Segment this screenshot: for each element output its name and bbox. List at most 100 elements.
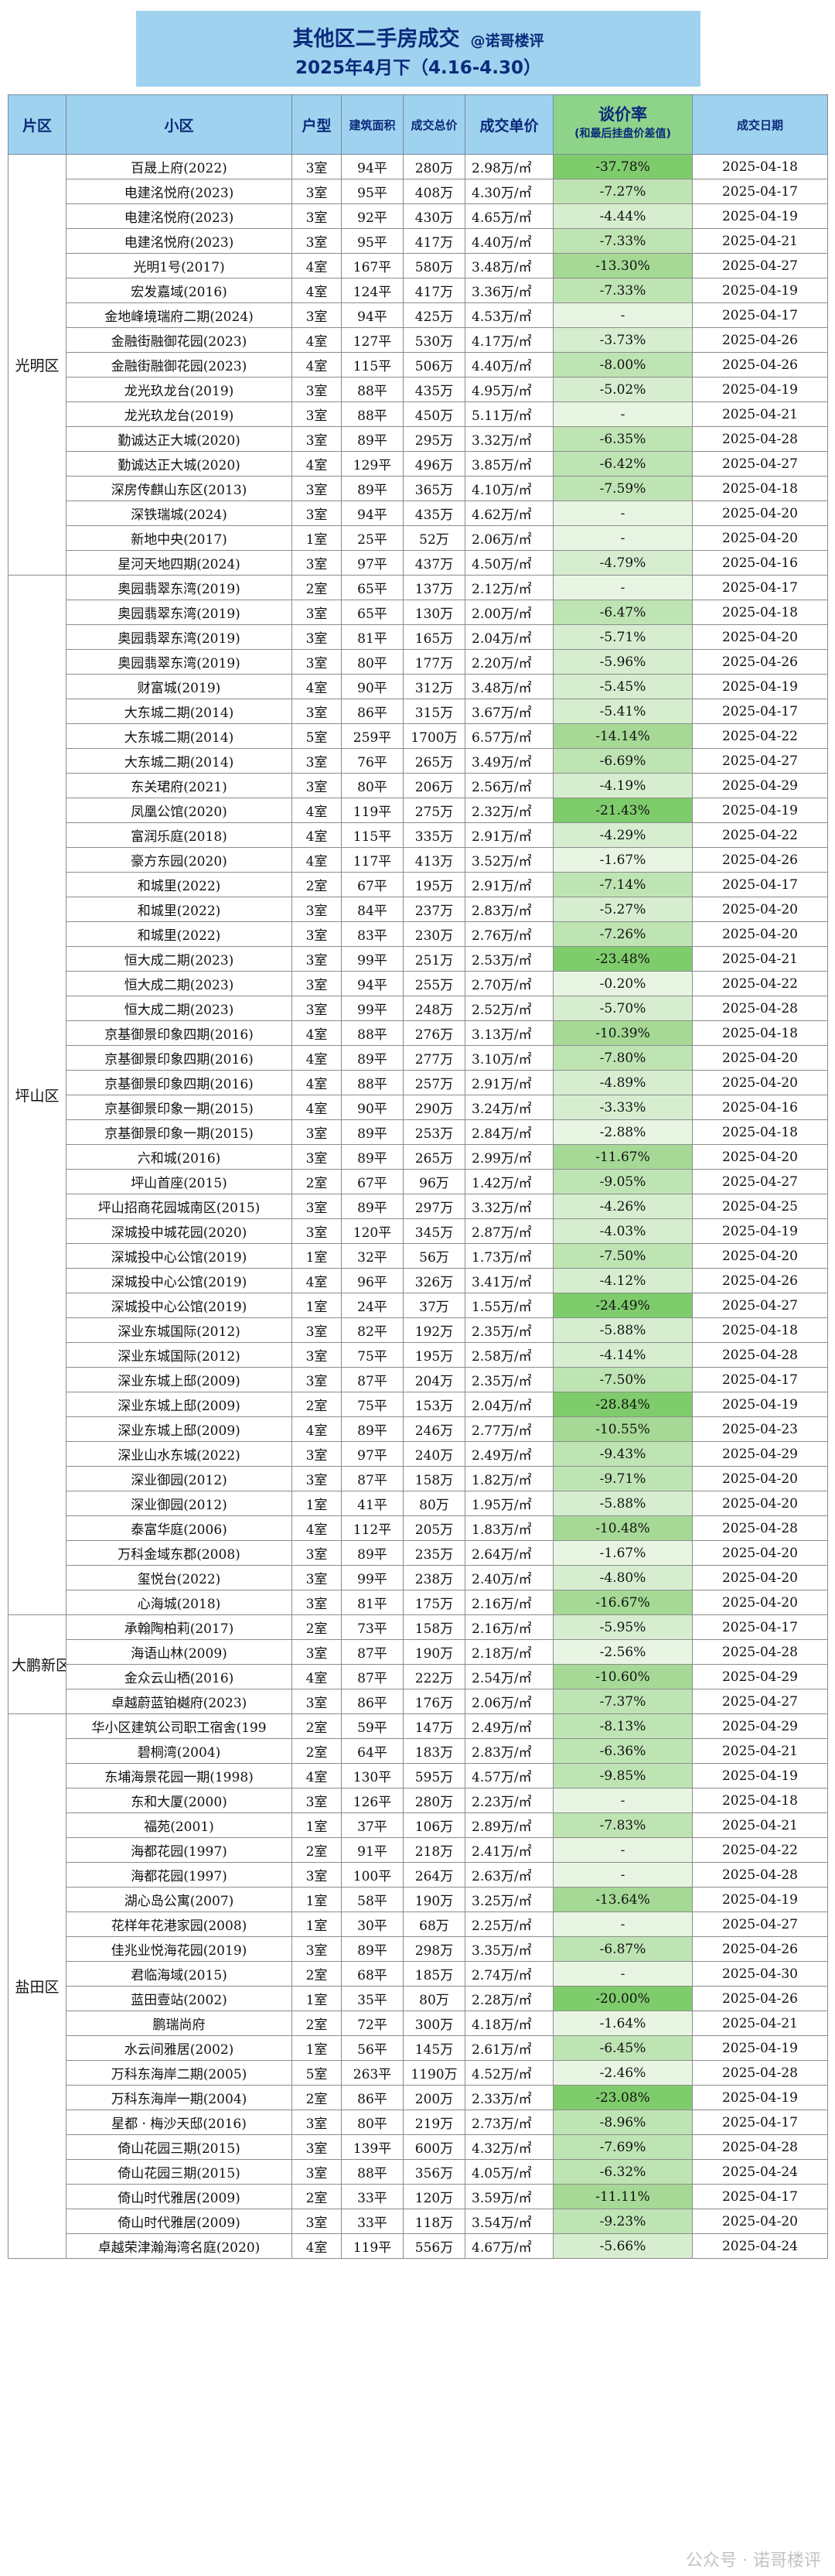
- layout-cell: 3室: [291, 921, 342, 947]
- deal-date-cell: 2025-04-21: [692, 1812, 828, 1838]
- layout-cell: 4室: [291, 1416, 342, 1442]
- unit-price-cell: 2.76万/㎡: [465, 921, 554, 947]
- page-title: 其他区二手房成交 @诺哥楼评: [136, 22, 700, 52]
- area-cell: 89平: [341, 1194, 404, 1219]
- total-price-cell: 130万: [403, 600, 465, 625]
- discount-rate-cell: -10.39%: [553, 1020, 693, 1046]
- layout-cell: 3室: [291, 1119, 342, 1145]
- unit-price-cell: 4.52万/㎡: [465, 2060, 554, 2086]
- discount-rate-cell: -4.03%: [553, 1218, 693, 1244]
- discount-rate-cell: -4.80%: [553, 1565, 693, 1590]
- area-cell: 33平: [341, 2209, 404, 2234]
- total-price-cell: 298万: [403, 1936, 465, 1962]
- total-price-cell: 190万: [403, 1887, 465, 1912]
- unit-price-cell: 2.40万/㎡: [465, 1565, 554, 1590]
- total-price-cell: 265万: [403, 1144, 465, 1170]
- unit-price-cell: 2.23万/㎡: [465, 1788, 554, 1813]
- discount-rate-cell: -7.33%: [553, 228, 693, 254]
- total-price-cell: 106万: [403, 1812, 465, 1838]
- unit-price-cell: 2.91万/㎡: [465, 822, 554, 848]
- unit-price-cell: 4.32万/㎡: [465, 2134, 554, 2160]
- community-cell: 君临海域(2015): [66, 1961, 292, 1987]
- community-cell: 佳兆业悦海花园(2019): [66, 1936, 292, 1962]
- discount-rate-cell: -1.67%: [553, 847, 693, 873]
- discount-rate-cell: -4.79%: [553, 550, 693, 576]
- unit-price-cell: 2.70万/㎡: [465, 971, 554, 996]
- table-row: 万科东海岸二期(2005) 5室 263平 1190万 4.52万/㎡ -2.46% 202…: [9, 2060, 828, 2086]
- deal-date-cell: 2025-04-17: [692, 699, 828, 724]
- total-price-cell: 280万: [403, 154, 465, 179]
- area-cell: 59平: [341, 1713, 404, 1739]
- unit-price-cell: 2.06万/㎡: [465, 1689, 554, 1714]
- community-cell: 勤诚达正大城(2020): [66, 451, 292, 477]
- area-cell: 86平: [341, 699, 404, 724]
- deal-date-cell: 2025-04-18: [692, 600, 828, 625]
- deal-date-cell: 2025-04-17: [692, 2184, 828, 2209]
- area-cell: 119平: [341, 2233, 404, 2259]
- header-layout: 户型: [291, 94, 342, 155]
- discount-rate-cell: -6.47%: [553, 600, 693, 625]
- area-cell: 95平: [341, 228, 404, 254]
- community-cell: 星河天地四期(2024): [66, 550, 292, 576]
- area-cell: 83平: [341, 921, 404, 947]
- deal-date-cell: 2025-04-29: [692, 1664, 828, 1689]
- table-row: 京基御景印象四期(2016) 4室 88平 257万 2.91万/㎡ -4.89% 2025…: [9, 1070, 828, 1095]
- deal-date-cell: 2025-04-18: [692, 154, 828, 179]
- area-cell: 88平: [341, 2159, 404, 2185]
- title-text: 其他区二手房成交: [292, 27, 460, 51]
- area-cell: 90平: [341, 674, 404, 699]
- layout-cell: 4室: [291, 1020, 342, 1046]
- discount-rate-cell: -21.43%: [553, 798, 693, 823]
- area-cell: 81平: [341, 624, 404, 650]
- total-price-cell: 80万: [403, 1491, 465, 1516]
- table-row: 深铁瑞城(2024) 3室 94平 435万 4.62万/㎡ -2025-04-20: [9, 501, 828, 526]
- unit-price-cell: 2.61万/㎡: [465, 2035, 554, 2061]
- table-row: 和城里(2022) 2室 67平 195万 2.91万/㎡ -7.14% 2025-04-1…: [9, 872, 828, 897]
- layout-cell: 4室: [291, 1045, 342, 1071]
- area-cell: 97平: [341, 550, 404, 576]
- area-cell: 88平: [341, 1070, 404, 1095]
- table-row: 深业东城上邸(2009) 2室 75平 153万 2.04万/㎡ -28.84% 2025-…: [9, 1392, 828, 1417]
- table-row: 京基御景印象一期(2015) 4室 90平 290万 3.24万/㎡ -3.33% 2025…: [9, 1095, 828, 1120]
- community-cell: 深业东城国际(2012): [66, 1317, 292, 1343]
- layout-cell: 3室: [291, 1342, 342, 1368]
- unit-price-cell: 4.95万/㎡: [465, 377, 554, 402]
- community-cell: 万科东海岸一期(2004): [66, 2085, 292, 2110]
- total-price-cell: 80万: [403, 1986, 465, 2011]
- unit-price-cell: 3.48万/㎡: [465, 674, 554, 699]
- total-price-cell: 295万: [403, 426, 465, 452]
- layout-cell: 3室: [291, 1540, 342, 1566]
- district-cell: 坪山区: [8, 575, 66, 1615]
- discount-rate-cell: -28.84%: [553, 1392, 693, 1417]
- watermark: 公众号 · 诺哥楼评: [686, 2551, 821, 2571]
- layout-cell: 2室: [291, 575, 342, 600]
- community-cell: 卓越荣津瀚海湾名庭(2020): [66, 2233, 292, 2259]
- table-row: 豪方东园(2020) 4室 117平 413万 3.52万/㎡ -1.67% 2025-04…: [9, 847, 828, 873]
- layout-cell: 5室: [291, 2060, 342, 2086]
- discount-rate-cell: -: [553, 1788, 693, 1813]
- area-cell: 97平: [341, 1441, 404, 1467]
- community-cell: 华小区建筑公司职工宿舍(199: [66, 1713, 292, 1739]
- discount-rate-cell: -7.27%: [553, 179, 693, 204]
- deal-date-cell: 2025-04-26: [692, 327, 828, 353]
- deal-date-cell: 2025-04-22: [692, 971, 828, 996]
- discount-rate-cell: -6.42%: [553, 451, 693, 477]
- total-price-cell: 68万: [403, 1912, 465, 1937]
- header-district: 片区: [8, 94, 66, 155]
- layout-cell: 3室: [291, 302, 342, 328]
- table-row: 君临海域(2015) 2室 68平 185万 2.74万/㎡ -2025-04-30: [9, 1961, 828, 1987]
- unit-price-cell: 2.54万/㎡: [465, 1664, 554, 1689]
- layout-cell: 3室: [291, 476, 342, 501]
- layout-cell: 3室: [291, 154, 342, 179]
- header-discount-label: 谈价率: [598, 105, 647, 124]
- unit-price-cell: 3.36万/㎡: [465, 278, 554, 303]
- deal-date-cell: 2025-04-20: [692, 1466, 828, 1491]
- unit-price-cell: 3.85万/㎡: [465, 451, 554, 477]
- unit-price-cell: 3.25万/㎡: [465, 1887, 554, 1912]
- layout-cell: 4室: [291, 1515, 342, 1541]
- layout-cell: 2室: [291, 1169, 342, 1194]
- layout-cell: 3室: [291, 1441, 342, 1467]
- header-discount: 谈价率 (和最后挂盘价差值): [553, 94, 693, 155]
- table-row: 倚山花园三期(2015) 3室 139平 600万 4.32万/㎡ -7.69% 2025-…: [9, 2134, 828, 2160]
- community-cell: 恒大成二期(2023): [66, 971, 292, 996]
